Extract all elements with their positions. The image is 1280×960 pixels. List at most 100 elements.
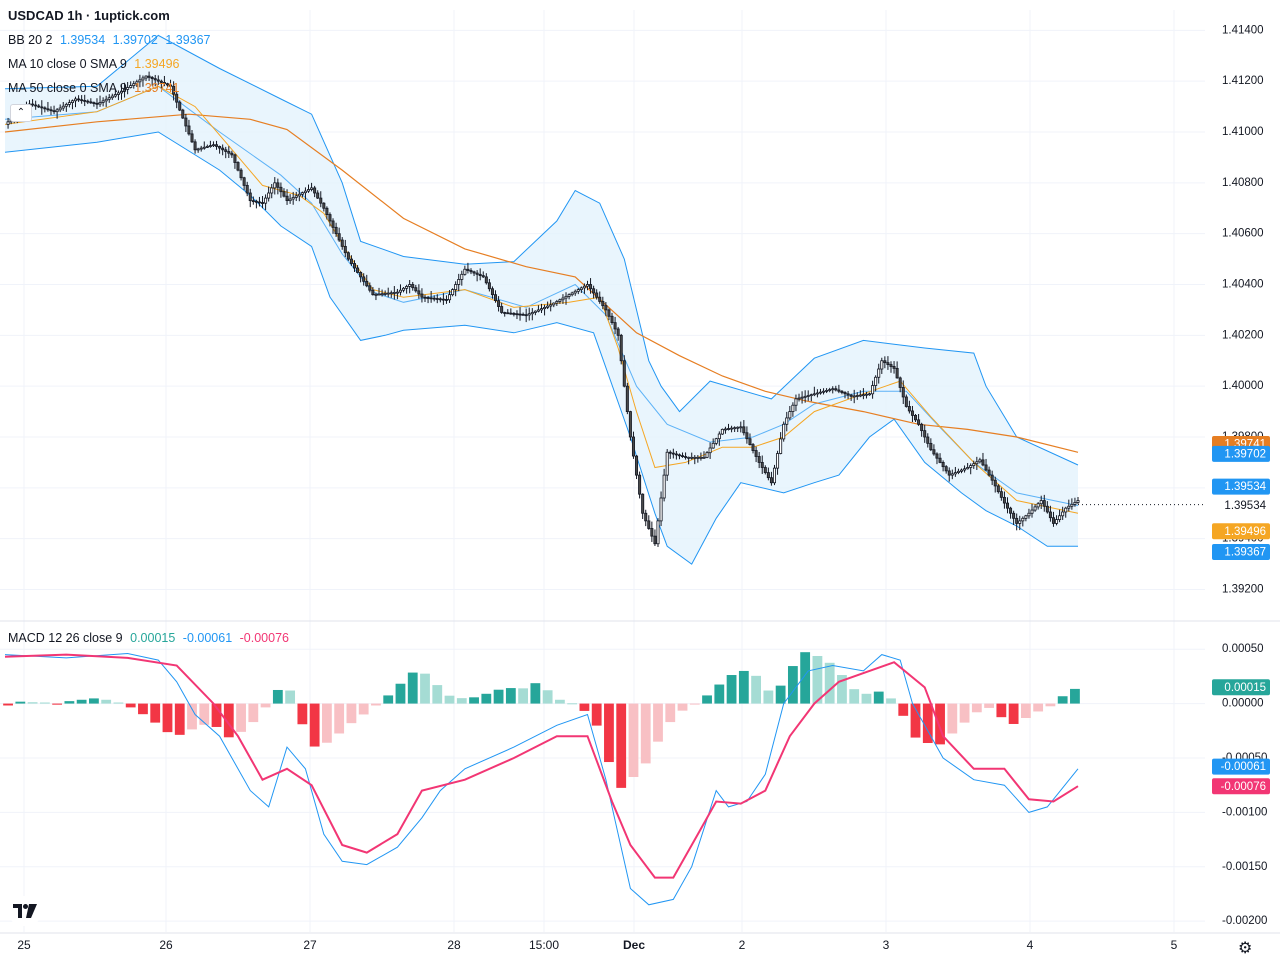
candle-body bbox=[55, 109, 59, 113]
candle-body bbox=[6, 121, 10, 125]
candle-body bbox=[141, 77, 145, 81]
candle-body bbox=[776, 453, 780, 469]
candle-body bbox=[561, 297, 565, 301]
macd-histogram-bar bbox=[64, 701, 75, 704]
candle-body bbox=[490, 288, 494, 296]
candle-body bbox=[346, 252, 350, 260]
candle-body bbox=[607, 309, 611, 317]
macd-histogram-bar bbox=[260, 703, 271, 708]
candle-body bbox=[52, 110, 56, 113]
candle-body bbox=[650, 528, 654, 537]
legend-ma50[interactable]: MA 50 close 0 SMA 9 1.39741 bbox=[8, 81, 183, 95]
candle-body bbox=[674, 453, 678, 456]
candle-body bbox=[993, 479, 997, 487]
candle-body bbox=[398, 289, 402, 293]
candle-body bbox=[539, 308, 544, 311]
candle-body bbox=[800, 396, 804, 399]
legend-ma10[interactable]: MA 10 close 0 SMA 9 1.39496 bbox=[8, 57, 183, 71]
candle-body bbox=[175, 93, 179, 103]
candle-body bbox=[221, 147, 225, 151]
candle-body bbox=[294, 195, 298, 198]
time-axis-label: 2 bbox=[739, 938, 746, 952]
macd-histogram-bar bbox=[420, 673, 430, 704]
candle-body bbox=[420, 293, 424, 298]
candle-body bbox=[408, 284, 412, 287]
candle-body bbox=[276, 182, 280, 188]
price-last-badge-bg bbox=[1212, 523, 1270, 540]
candle-body bbox=[533, 310, 537, 313]
candle-body bbox=[202, 146, 206, 149]
candle-body bbox=[702, 456, 706, 459]
time-axis-label: 15:00 bbox=[529, 938, 559, 952]
candle-body bbox=[282, 191, 286, 197]
macd-histogram-bar bbox=[358, 703, 369, 715]
macd-histogram-bar bbox=[1008, 703, 1019, 724]
candle-body bbox=[34, 104, 38, 107]
macd-last-badge-text: 0.00015 bbox=[1224, 682, 1266, 694]
macd-last-badge-bg bbox=[1212, 679, 1270, 696]
candle-body bbox=[978, 459, 982, 463]
candle-body bbox=[279, 186, 283, 193]
legend-macd[interactable]: MACD 12 26 close 9 0.00015 -0.00061 -0.0… bbox=[8, 631, 293, 645]
candle-body bbox=[343, 245, 347, 254]
candle-body bbox=[760, 462, 764, 468]
legend-ma10-label: MA 10 close 0 SMA 9 bbox=[8, 57, 127, 71]
macd-histogram-bar bbox=[849, 689, 860, 704]
candle-body bbox=[638, 474, 642, 495]
legend-bb[interactable]: BB 20 2 1.39534 1.39702 1.39367 bbox=[8, 33, 215, 47]
candle-body bbox=[383, 292, 387, 295]
tradingview-logo[interactable] bbox=[8, 896, 42, 926]
candle-body bbox=[849, 394, 853, 397]
legend-ma50-label: MA 50 close 0 SMA 9 bbox=[8, 81, 127, 95]
candle-body bbox=[356, 267, 360, 273]
candle-body bbox=[751, 444, 755, 451]
macd-histogram-bar bbox=[677, 703, 688, 711]
candle-body bbox=[487, 282, 491, 290]
settings-gear-icon[interactable]: ⚙ bbox=[1238, 940, 1253, 957]
candle-body bbox=[628, 411, 632, 438]
candle-body bbox=[1067, 505, 1071, 509]
candle-body bbox=[1036, 503, 1040, 508]
candle-body bbox=[910, 410, 914, 416]
candle-body bbox=[267, 192, 271, 199]
candle-body bbox=[126, 87, 130, 90]
candle-body bbox=[791, 404, 795, 412]
macd-histogram-bar bbox=[959, 703, 970, 723]
candle-body bbox=[812, 393, 816, 396]
macd-histogram-bar bbox=[1070, 688, 1080, 704]
candle-body bbox=[481, 275, 485, 278]
candle-body bbox=[362, 276, 366, 282]
candle-body bbox=[604, 305, 608, 311]
candle-body bbox=[254, 200, 258, 203]
candle-body bbox=[31, 103, 35, 106]
candle-body bbox=[677, 454, 681, 457]
candle-body bbox=[923, 430, 927, 438]
candle-body bbox=[613, 322, 617, 330]
macd-last-badge-bg bbox=[1212, 758, 1270, 775]
candle-body bbox=[518, 313, 522, 316]
candle-body bbox=[1042, 500, 1046, 507]
candle-body bbox=[236, 162, 240, 171]
macd-histogram-bar bbox=[272, 689, 283, 704]
candle-body bbox=[1070, 503, 1074, 507]
macd-histogram-bar bbox=[775, 685, 786, 704]
candle-body bbox=[714, 438, 718, 444]
candle-body bbox=[429, 297, 433, 300]
candle-body bbox=[1027, 512, 1031, 517]
candle-body bbox=[144, 75, 148, 79]
chevron-up-icon: ⌃ bbox=[16, 107, 26, 118]
candle-body bbox=[696, 456, 700, 459]
candle-body bbox=[684, 456, 688, 458]
price-axis-label: 1.40000 bbox=[1222, 380, 1264, 392]
candle-body bbox=[711, 442, 715, 449]
price-axis-label: 1.40600 bbox=[1222, 228, 1264, 240]
candle-body bbox=[708, 447, 712, 454]
candle-body bbox=[733, 427, 737, 430]
macd-histogram-bar bbox=[628, 703, 639, 777]
collapse-legend-button[interactable]: ⌃ bbox=[10, 104, 32, 122]
candle-body bbox=[313, 187, 317, 194]
candle-body bbox=[904, 396, 908, 407]
candle-body bbox=[1030, 509, 1034, 514]
candle-body bbox=[558, 299, 562, 302]
